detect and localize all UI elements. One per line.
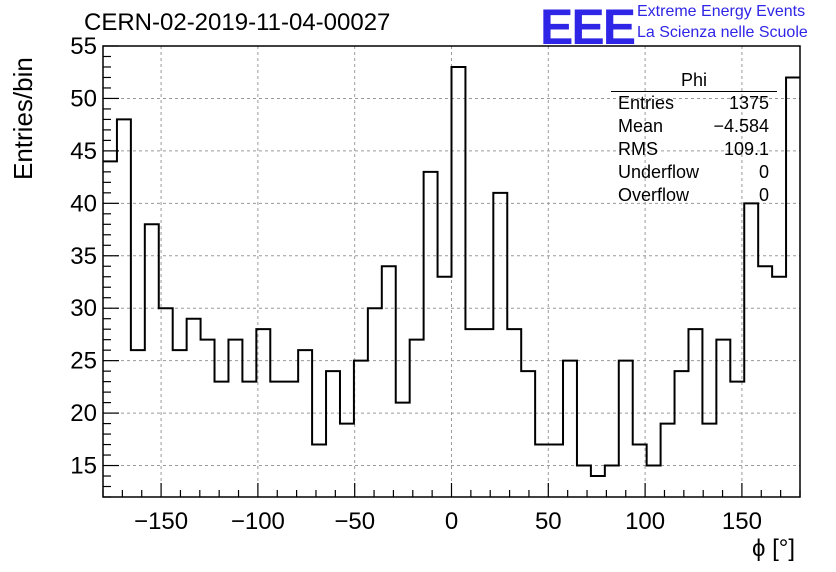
run-title: CERN-02-2019-11-04-00027 (84, 9, 391, 36)
x-tick-label: −150 (134, 508, 188, 535)
y-tick-label: 15 (70, 453, 97, 480)
x-axis-label: ϕ [°] (752, 535, 796, 562)
axis-ticks (102, 45, 801, 498)
stats-value: 109.1 (723, 139, 769, 159)
x-tick-label: −50 (334, 508, 375, 535)
stats-label: RMS (618, 139, 658, 159)
stats-label: Underflow (618, 162, 700, 182)
y-tick-label: 50 (70, 85, 97, 112)
stats-label: Overflow (618, 185, 690, 205)
y-tick-label: 30 (70, 295, 97, 322)
tick-labels: −150 −100 −50 0 50 100 150 15 20 25 30 35 40 45 50 55 (70, 33, 762, 535)
stats-value: 0 (758, 162, 769, 182)
x-tick-label: 50 (535, 508, 562, 535)
y-tick-label: 25 (70, 348, 97, 375)
stats-label: Entries (618, 93, 675, 113)
stats-row-underflow: Underflow 0 (611, 161, 777, 184)
x-tick-label: −100 (231, 508, 285, 535)
stats-label: Mean (618, 116, 664, 136)
y-tick-label: 55 (70, 33, 97, 60)
stats-value: 0 (758, 185, 769, 205)
histogram-line (103, 65, 800, 478)
stats-value: −4.584 (713, 116, 769, 136)
y-axis-label-container: Entries/bin (8, 57, 38, 190)
y-axis-label: Entries/bin (8, 57, 38, 180)
stats-box: Phi Entries 1375 Mean −4.584 RMS 109.1 Unde… (611, 70, 777, 207)
stats-value: 1375 (728, 93, 769, 113)
y-tick-label: 20 (70, 400, 97, 427)
stats-title: Phi (611, 70, 777, 92)
stats-row-overflow: Overflow 0 (611, 184, 777, 207)
stats-row-entries: Entries 1375 (611, 92, 777, 115)
stats-row-mean: Mean −4.584 (611, 115, 777, 138)
y-tick-label: 45 (70, 138, 97, 165)
x-tick-label: 0 (445, 508, 458, 535)
plot-frame (102, 45, 801, 498)
eee-logo: EEE (540, 0, 636, 55)
stats-row-rms: RMS 109.1 (611, 138, 777, 161)
y-tick-label: 40 (70, 190, 97, 217)
x-tick-label: 100 (625, 508, 665, 535)
brand-line-2: La Scienza nelle Scuole (637, 24, 808, 41)
brand-line-1: Extreme Energy Events (637, 3, 806, 20)
y-tick-label: 35 (70, 243, 97, 270)
x-tick-label: 150 (722, 508, 762, 535)
